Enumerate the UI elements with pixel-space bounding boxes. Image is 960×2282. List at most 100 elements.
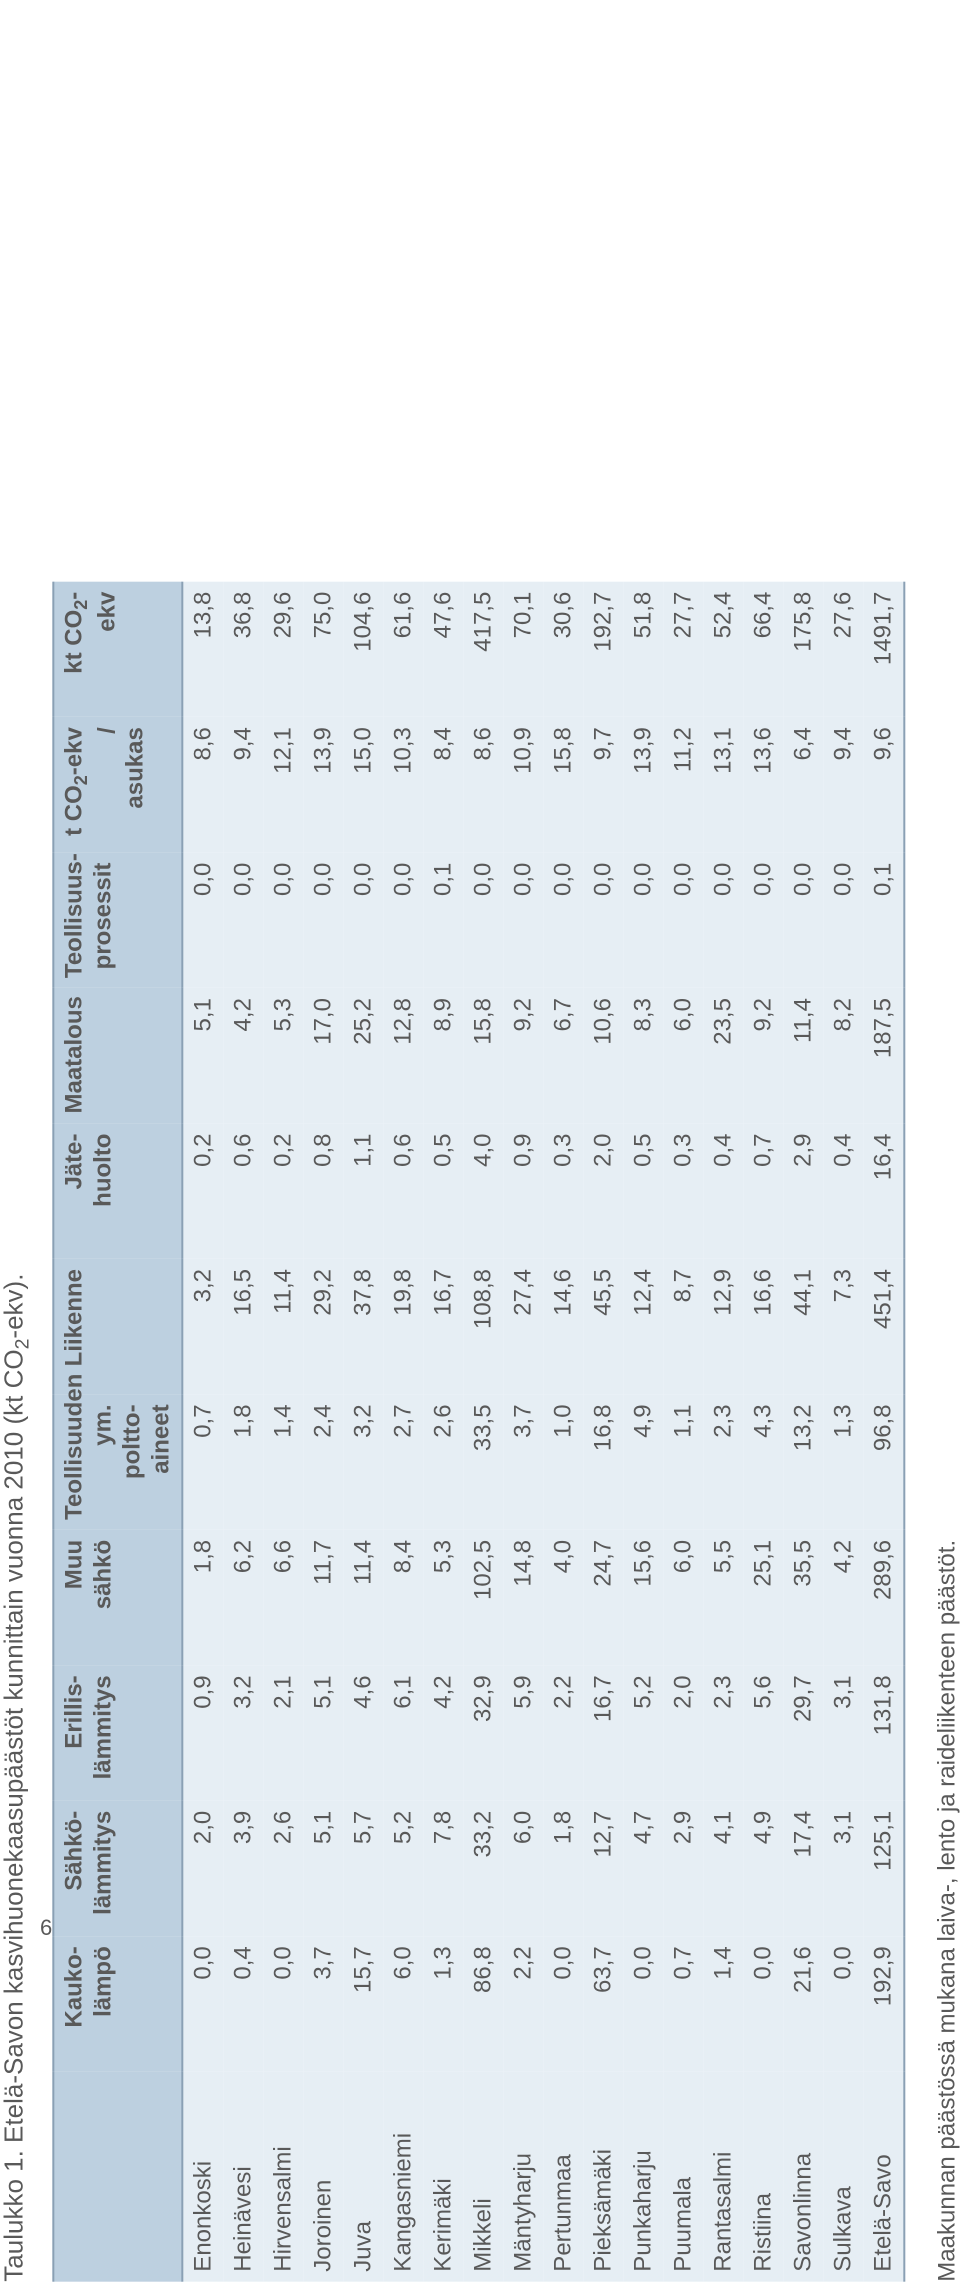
table-cell: 13,9 — [624, 717, 664, 852]
table-cell: 66,4 — [744, 582, 784, 717]
table-cell: 1,1 — [344, 1124, 384, 1259]
table-cell: 0,3 — [544, 1124, 584, 1259]
table-header-cell: kt CO2-ekv — [54, 582, 183, 717]
table-cell: 1,0 — [544, 1394, 584, 1529]
table-cell: 131,8 — [864, 1665, 905, 1800]
table-cell: 0,7 — [664, 1936, 704, 2071]
table-cell: 7,8 — [424, 1801, 464, 1936]
table-cell: 0,2 — [264, 1124, 304, 1259]
table-cell: 0,0 — [824, 1936, 864, 2071]
table-cell: 0,3 — [664, 1124, 704, 1259]
table-cell: 4,7 — [624, 1801, 664, 1936]
table-cell: 5,2 — [384, 1801, 424, 1936]
table-cell: 13,6 — [744, 717, 784, 852]
table-header-cell: Teollisuudenym. poltto-aineet — [54, 1394, 183, 1529]
table-cell: 0,0 — [384, 853, 424, 988]
table-cell: 12,1 — [264, 717, 304, 852]
table-cell: 32,9 — [464, 1665, 504, 1800]
table-cell: 21,6 — [784, 1936, 824, 2071]
table-cell: 15,8 — [544, 717, 584, 852]
table-row: Kerimäki1,37,84,25,32,616,70,58,90,18,44… — [424, 582, 464, 2282]
table-cell: 451,4 — [864, 1259, 905, 1394]
table-cell: 24,7 — [584, 1530, 624, 1665]
table-cell: 0,4 — [224, 1936, 264, 2071]
table-cell: 63,7 — [584, 1936, 624, 2071]
table-cell: 2,0 — [664, 1665, 704, 1800]
table-cell: 0,7 — [744, 1124, 784, 1259]
table-cell: 104,6 — [344, 582, 384, 717]
table-cell: 27,7 — [664, 582, 704, 717]
table-cell: Sulkava — [824, 2072, 864, 2282]
table-cell: 125,1 — [864, 1801, 905, 1936]
table-cell: 11,4 — [344, 1530, 384, 1665]
table-cell: 0,0 — [544, 1936, 584, 2071]
table-cell: 0,6 — [224, 1124, 264, 1259]
table-cell: 36,8 — [224, 582, 264, 717]
table-cell: 16,7 — [424, 1259, 464, 1394]
table-cell: 0,0 — [504, 853, 544, 988]
table-cell: 11,4 — [784, 988, 824, 1123]
table-cell: 9,7 — [584, 717, 624, 852]
table-cell: 2,2 — [504, 1936, 544, 2071]
table-cell: 13,8 — [183, 582, 224, 717]
table-cell: 0,0 — [264, 1936, 304, 2071]
table-cell: 3,2 — [224, 1665, 264, 1800]
table-cell: 1,8 — [224, 1394, 264, 1529]
table-cell: 0,0 — [704, 853, 744, 988]
table-header-cell: Muusähkö — [54, 1530, 183, 1665]
caption-text-prefix: Taulukko 1. Etelä-Savon kasvihuonekaasup… — [0, 1349, 28, 2281]
table-cell: 5,3 — [264, 988, 304, 1123]
table-row: Punkaharju0,04,75,215,64,912,40,58,30,01… — [624, 582, 664, 2282]
table-cell: 16,4 — [864, 1124, 905, 1259]
table-cell: 108,8 — [464, 1259, 504, 1394]
table-cell: 30,6 — [544, 582, 584, 717]
table-cell: 0,0 — [183, 1936, 224, 2071]
table-row: Rantasalmi1,44,12,35,52,312,90,423,50,01… — [704, 582, 744, 2282]
table-cell: 4,6 — [344, 1665, 384, 1800]
table-cell: Etelä-Savo — [864, 2072, 905, 2282]
table-cell: 12,9 — [704, 1259, 744, 1394]
table-header-row: Kauko-lämpöSähkö-lämmitysErillis-lämmity… — [54, 582, 183, 2282]
table-cell: 192,7 — [584, 582, 624, 717]
table-cell: 10,9 — [504, 717, 544, 852]
table-cell: 2,7 — [384, 1394, 424, 1529]
table-cell: Mikkeli — [464, 2072, 504, 2282]
table-row: Heinävesi0,43,93,26,21,816,50,64,20,09,4… — [224, 582, 264, 2282]
table-cell: 15,8 — [464, 988, 504, 1123]
table-cell: 175,8 — [784, 582, 824, 717]
table-cell: 6,1 — [384, 1665, 424, 1800]
table-cell: 4,2 — [424, 1665, 464, 1800]
table-row: Etelä-Savo192,9125,1131,8289,696,8451,41… — [864, 582, 905, 2282]
table-cell: 8,6 — [464, 717, 504, 852]
table-cell: 0,5 — [424, 1124, 464, 1259]
table-header-cell: Jäte-huolto — [54, 1124, 183, 1259]
table-header-cell: Maatalous — [54, 988, 183, 1123]
table-cell: 3,2 — [344, 1394, 384, 1529]
table-cell: 19,8 — [384, 1259, 424, 1394]
table-cell: 2,3 — [704, 1665, 744, 1800]
table-cell: 11,2 — [664, 717, 704, 852]
emissions-table: Kauko-lämpöSähkö-lämmitysErillis-lämmity… — [53, 582, 906, 2282]
table-cell: 1491,7 — [864, 582, 905, 717]
table-cell: 35,5 — [784, 1530, 824, 1665]
table-cell: 16,7 — [584, 1665, 624, 1800]
table-cell: 25,1 — [744, 1530, 784, 1665]
table-cell: 0,0 — [544, 853, 584, 988]
table-cell: 5,3 — [424, 1530, 464, 1665]
table-cell: 8,4 — [384, 1530, 424, 1665]
caption-text-suffix: -ekv). — [0, 1274, 28, 1339]
table-cell: 70,1 — [504, 582, 544, 717]
table-cell: 25,2 — [344, 988, 384, 1123]
table-cell: 4,9 — [624, 1394, 664, 1529]
table-cell: 29,7 — [784, 1665, 824, 1800]
table-cell: 15,7 — [344, 1936, 384, 2071]
table-cell: 5,5 — [704, 1530, 744, 1665]
table-cell: 6,0 — [384, 1936, 424, 2071]
table-cell: 5,9 — [504, 1665, 544, 1800]
table-cell: 11,4 — [264, 1259, 304, 1394]
table-cell: 289,6 — [864, 1530, 905, 1665]
table-cell: 0,0 — [224, 853, 264, 988]
table-cell: 12,8 — [384, 988, 424, 1123]
table-cell: 1,4 — [264, 1394, 304, 1529]
table-cell: 13,9 — [304, 717, 344, 852]
